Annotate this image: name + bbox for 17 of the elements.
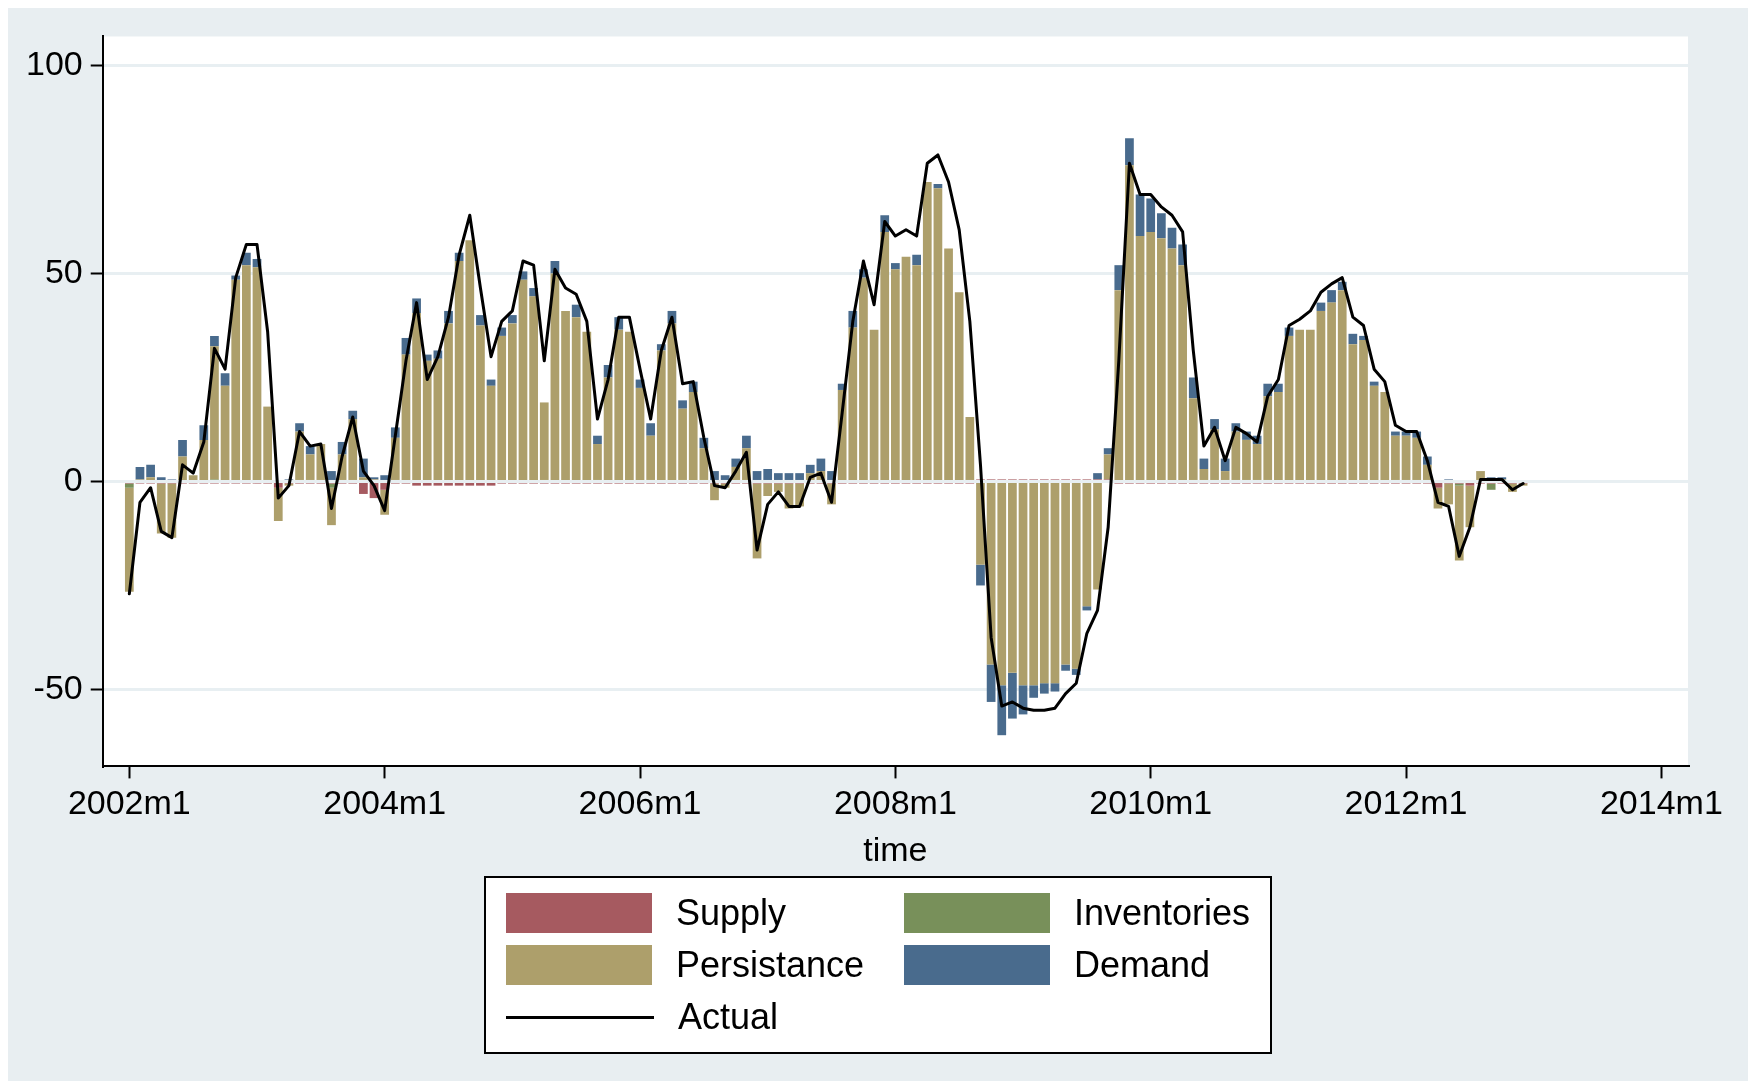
x-axis-title: time (863, 829, 928, 868)
x-tick-label: 2008m1 (833, 783, 957, 822)
x-tick-label: 2014m1 (1599, 783, 1723, 822)
y-tick-label: 0 (63, 459, 83, 498)
legend-label: Actual (677, 996, 778, 1038)
x-tick-label: 2006m1 (578, 783, 702, 822)
y-tick-label: 100 (25, 43, 83, 82)
y-tick-label: 50 (44, 251, 83, 290)
legend-label: Supply (675, 892, 786, 934)
x-tick-label: 2010m1 (1089, 783, 1213, 822)
x-tick-label: 2012m1 (1344, 783, 1468, 822)
x-tick-label: 2002m1 (67, 783, 191, 822)
legend-label: Inventories (1073, 892, 1251, 934)
legend-label: Demand (1073, 944, 1211, 986)
legend-label: Persistance (675, 944, 864, 986)
x-tick-label: 2004m1 (323, 783, 447, 822)
y-tick-label: -50 (33, 667, 83, 706)
